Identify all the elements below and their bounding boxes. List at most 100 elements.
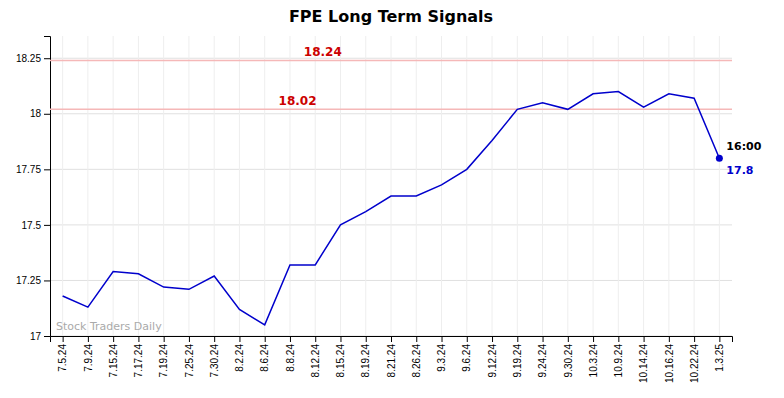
- grid-line: [138, 36, 139, 336]
- tick-label: 9.12.24: [487, 344, 498, 378]
- tick-label: 18: [30, 108, 42, 119]
- axis-line: [51, 337, 733, 343]
- tick-mark: [618, 336, 619, 342]
- tick-mark: [467, 336, 468, 342]
- tick: 10.22.24: [689, 336, 700, 383]
- tick: 8.8.24: [285, 336, 296, 372]
- tick-label: 9.3.24: [436, 344, 447, 372]
- tick-mark: [44, 225, 50, 226]
- x-axis: 7.5.24 7.9.24 7.15.24 7.17.24 7.19.24 7.25.24…: [51, 336, 733, 383]
- tick: 9.30.24: [563, 336, 574, 377]
- tick-mark: [239, 336, 240, 342]
- tick: 1.3.25: [714, 336, 725, 372]
- tick: 10.9.24: [613, 336, 624, 377]
- tick-label: 17.75: [16, 164, 41, 175]
- tick: 7.15.24: [108, 336, 119, 377]
- tick: 7.19.24: [158, 336, 169, 377]
- tick-mark: [113, 336, 114, 342]
- grid-line: [694, 36, 695, 336]
- grid-line: [289, 36, 290, 336]
- tick-label: 7.15.24: [108, 344, 119, 378]
- tick: 17.25: [16, 275, 50, 286]
- tick: 9.19.24: [512, 336, 523, 377]
- tick-mark: [416, 336, 417, 342]
- tick-mark: [568, 336, 569, 342]
- tick-label: 7.25.24: [184, 344, 195, 378]
- tick-label: 17.25: [16, 275, 41, 286]
- tick-label: 8.2.24: [234, 344, 245, 372]
- grid-line: [264, 36, 265, 336]
- tick: 18.25: [16, 53, 50, 64]
- tick: 7.17.24: [133, 336, 144, 377]
- tick-label: 7.30.24: [209, 344, 220, 378]
- annotation: 16:00: [726, 140, 761, 153]
- tick-mark: [63, 336, 64, 342]
- y-axis: 17 17.25 17.5 17.75 18 18.25: [16, 37, 51, 342]
- grid-line: [365, 36, 366, 336]
- tick-label: 10.9.24: [613, 344, 624, 378]
- tick-mark: [44, 114, 50, 115]
- grid-line: [188, 36, 189, 336]
- tick-label: 17.5: [22, 220, 42, 231]
- tick: 9.6.24: [461, 336, 472, 372]
- reference-label: 18.24: [304, 45, 342, 59]
- tick-mark: [44, 58, 50, 59]
- grid-line: [643, 36, 644, 336]
- tick-label: 8.12.24: [310, 344, 321, 378]
- reference-line: [50, 60, 732, 62]
- tick-mark: [517, 336, 518, 342]
- grid-line: [542, 36, 543, 336]
- plot: 7.5.24 7.9.24 7.15.24 7.17.24 7.19.24 7.25.24…: [16, 36, 762, 383]
- tick-label: 8.8.24: [285, 344, 296, 372]
- tick: 10.16.24: [664, 336, 675, 383]
- tick-mark: [719, 336, 720, 342]
- marks: [50, 60, 732, 324]
- tick-label: 7.9.24: [83, 344, 94, 372]
- grid-line: [517, 36, 518, 336]
- tick-mark: [366, 336, 367, 342]
- tick-mark: [593, 336, 594, 342]
- tick: 10.14.24: [638, 336, 649, 383]
- tick-label: 7.19.24: [158, 344, 169, 378]
- grid-line: [567, 36, 568, 336]
- tick-label: 8.6.24: [259, 344, 270, 372]
- chart: 7.5.24 7.9.24 7.15.24 7.17.24 7.19.24 7.25.24…: [0, 0, 784, 398]
- tick-mark: [543, 336, 544, 342]
- grid-line: [593, 36, 594, 336]
- grid-line: [441, 36, 442, 336]
- tick-mark: [164, 336, 165, 342]
- tick-mark: [189, 336, 190, 342]
- grid-line: [719, 36, 720, 336]
- grid-line: [214, 36, 215, 336]
- tick: 9.3.24: [436, 336, 447, 372]
- tick-label: 9.6.24: [461, 344, 472, 372]
- line: [63, 92, 720, 325]
- tick-mark: [214, 336, 215, 342]
- tick-mark: [492, 336, 493, 342]
- tick-label: 17: [30, 331, 42, 342]
- tick-label: 9.30.24: [563, 344, 574, 378]
- tick-label: 10.16.24: [664, 344, 675, 383]
- tick-mark: [265, 336, 266, 342]
- grid-line: [113, 36, 114, 336]
- grid-line: [416, 36, 417, 336]
- tick: 8.15.24: [335, 336, 346, 377]
- tick: 7.5.24: [57, 336, 68, 372]
- tick: 8.6.24: [259, 336, 270, 372]
- grid-line: [315, 36, 316, 336]
- tick-label: 10.3.24: [588, 344, 599, 378]
- tick-label: 9.24.24: [537, 344, 548, 378]
- tick-label: 9.19.24: [512, 344, 523, 378]
- tick-mark: [44, 336, 50, 337]
- tick: 8.12.24: [310, 336, 321, 377]
- title: FPE Long Term Signals: [289, 7, 493, 26]
- tick-label: 7.5.24: [57, 344, 68, 372]
- tick: 17.5: [22, 220, 50, 231]
- tick-label: 1.3.25: [714, 344, 725, 372]
- tick-label: 10.14.24: [638, 344, 649, 383]
- grid-line: [466, 36, 467, 336]
- last-point: [716, 155, 723, 162]
- grid-line: [62, 36, 63, 336]
- tick: 18: [30, 108, 50, 119]
- tick: 8.26.24: [411, 336, 422, 377]
